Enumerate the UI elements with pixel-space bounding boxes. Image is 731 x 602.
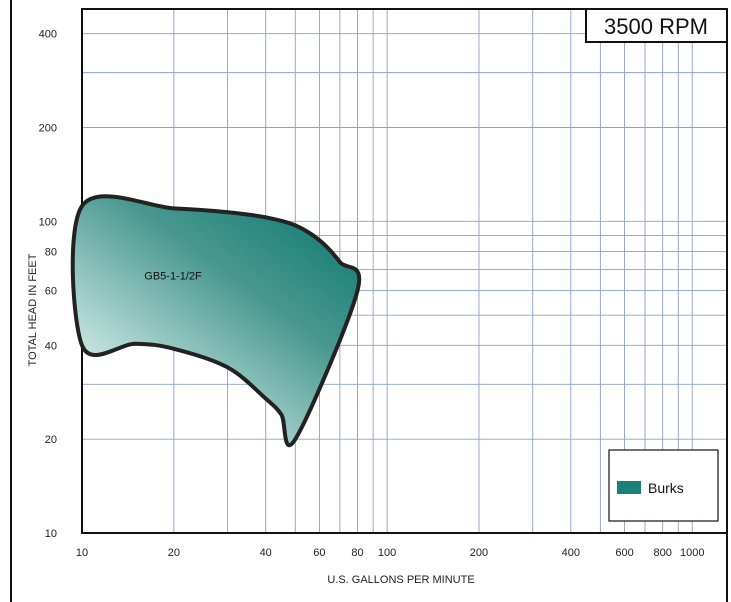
y-tick-label: 10 <box>45 528 57 540</box>
pump-range-region <box>70 194 362 448</box>
legend-swatch <box>617 481 641 494</box>
x-tick-label: 800 <box>653 547 671 559</box>
series-layer: GB5-1-1/2F <box>70 194 362 448</box>
y-tick-label: 200 <box>39 123 57 135</box>
legend: Burks <box>608 449 719 522</box>
x-axis-title: U.S. GALLONS PER MINUTE <box>327 574 474 586</box>
legend-label: Burks <box>648 480 684 496</box>
x-tick-label: 400 <box>562 547 580 559</box>
chart-title: 3500 RPM <box>604 14 708 39</box>
x-tick-label: 20 <box>168 547 180 559</box>
x-tick-label: 200 <box>470 547 488 559</box>
x-tick-label: 10 <box>76 547 88 559</box>
y-axis-title: TOTAL HEAD IN FEET <box>27 253 39 366</box>
grid-lines <box>81 9 727 534</box>
x-tick-label: 80 <box>351 547 363 559</box>
x-tick-label: 40 <box>260 547 272 559</box>
y-tick-label: 40 <box>45 340 57 352</box>
tick-labels: 10 20 40 60 80 100 200 400 600 800 1000 10 20 40 60 80 1… <box>39 29 705 559</box>
y-tick-label: 100 <box>39 216 57 228</box>
x-tick-label: 60 <box>313 547 325 559</box>
region-label: GB5-1-1/2F <box>144 271 202 283</box>
y-tick-label: 20 <box>45 434 57 446</box>
x-tick-label: 100 <box>378 547 396 559</box>
y-tick-label: 60 <box>45 285 57 297</box>
title-box <box>585 8 728 43</box>
y-tick-label: 80 <box>45 247 57 259</box>
x-tick-label: 600 <box>615 547 633 559</box>
y-tick-label: 400 <box>39 29 57 41</box>
x-tick-label: 1000 <box>680 547 704 559</box>
